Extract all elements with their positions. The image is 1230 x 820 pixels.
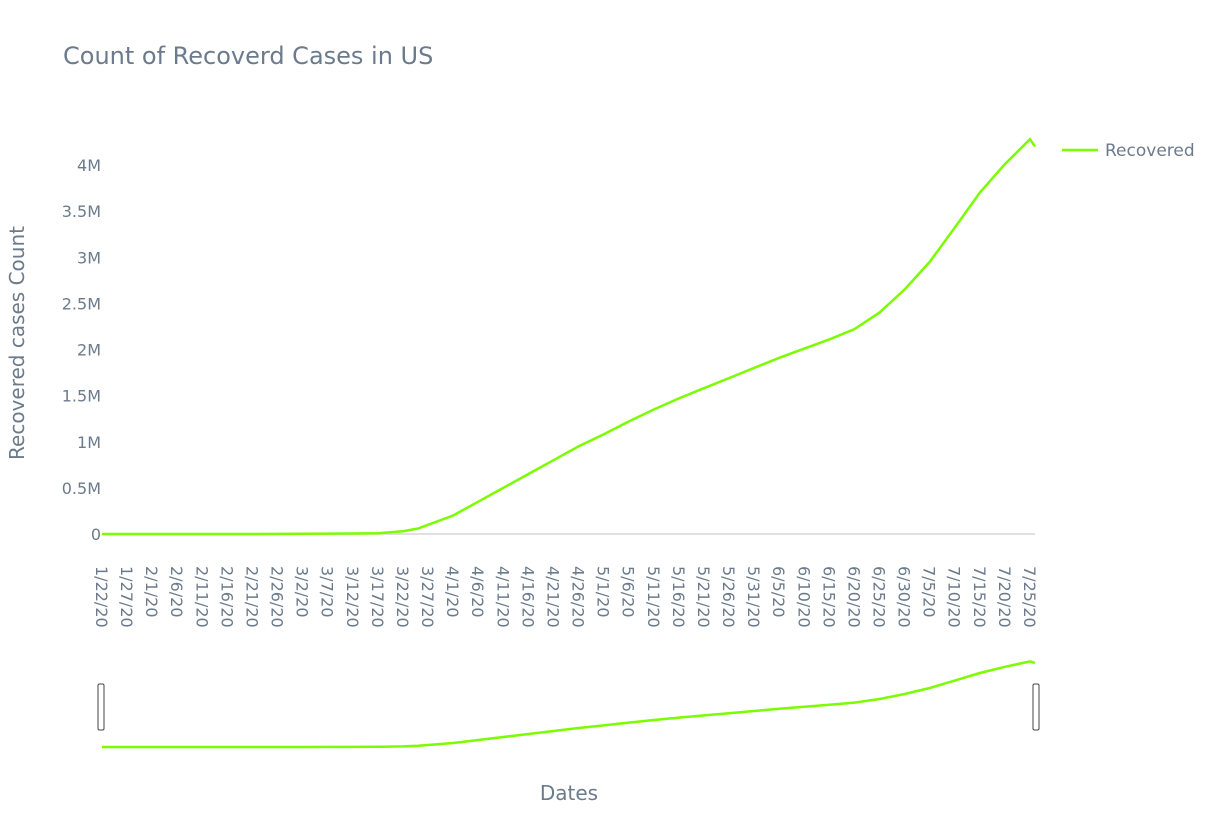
x-tick-label: 6/30/20 bbox=[895, 566, 914, 628]
x-tick-label: 5/11/20 bbox=[644, 566, 663, 628]
x-tick-label: 6/10/20 bbox=[794, 566, 813, 628]
x-tick-label: 5/26/20 bbox=[719, 566, 738, 628]
x-tick-label: 2/1/20 bbox=[142, 566, 161, 618]
chart-title: Count of Recoverd Cases in US bbox=[63, 42, 433, 70]
x-tick-label: 3/12/20 bbox=[343, 566, 362, 628]
x-tick-label: 4/21/20 bbox=[543, 566, 562, 628]
x-tick-label: 5/21/20 bbox=[694, 566, 713, 628]
y-axis: 0 0.5M 1M 1.5M 2M 2.5M 3M 3.5M 4M bbox=[62, 156, 101, 544]
y-tick-label: 2M bbox=[77, 341, 101, 360]
x-tick-label: 3/22/20 bbox=[393, 566, 412, 628]
x-tick-label: 1/22/20 bbox=[92, 566, 111, 628]
y-tick-label: 0.5M bbox=[62, 479, 101, 498]
y-tick-label: 1.5M bbox=[62, 387, 101, 406]
x-tick-label: 3/7/20 bbox=[318, 566, 337, 618]
x-tick-label: 3/27/20 bbox=[418, 566, 437, 628]
x-tick-label: 7/25/20 bbox=[1020, 566, 1039, 628]
x-tick-label: 6/20/20 bbox=[844, 566, 863, 628]
x-tick-label: 7/5/20 bbox=[920, 566, 939, 618]
x-tick-label: 6/5/20 bbox=[769, 566, 788, 618]
x-tick-label: 5/16/20 bbox=[669, 566, 688, 628]
x-tick-label: 2/11/20 bbox=[192, 566, 211, 628]
x-tick-label: 3/2/20 bbox=[293, 566, 312, 618]
range-slider[interactable] bbox=[97, 660, 1040, 749]
x-tick-label: 2/6/20 bbox=[167, 566, 186, 618]
y-tick-label: 3M bbox=[77, 248, 101, 267]
x-tick-label: 5/31/20 bbox=[744, 566, 763, 628]
range-slider-left-handle[interactable] bbox=[97, 683, 105, 731]
x-axis: 1/22/20 1/27/20 2/1/20 2/6/20 2/11/20 2/16/20… bbox=[92, 566, 1039, 628]
x-tick-label: 1/27/20 bbox=[117, 566, 136, 628]
x-tick-label: 2/21/20 bbox=[242, 566, 261, 628]
range-slider-right-handle[interactable] bbox=[1032, 683, 1040, 731]
y-axis-title: Recovered cases Count bbox=[5, 226, 29, 460]
x-tick-label: 4/26/20 bbox=[569, 566, 588, 628]
range-slider-line bbox=[102, 660, 1036, 749]
x-axis-title: Dates bbox=[540, 781, 598, 805]
x-tick-label: 5/6/20 bbox=[619, 566, 638, 618]
legend[interactable]: Recovered bbox=[1062, 141, 1195, 161]
x-tick-label: 2/16/20 bbox=[217, 566, 236, 628]
x-tick-label: 2/26/20 bbox=[268, 566, 287, 628]
y-tick-label: 0 bbox=[91, 525, 101, 544]
x-tick-label: 3/17/20 bbox=[368, 566, 387, 628]
y-tick-label: 4M bbox=[77, 156, 101, 175]
x-tick-label: 4/1/20 bbox=[443, 566, 462, 618]
x-tick-label: 7/20/20 bbox=[995, 566, 1014, 628]
x-tick-label: 6/25/20 bbox=[870, 566, 889, 628]
x-tick-label: 7/15/20 bbox=[970, 566, 989, 628]
y-tick-label: 3.5M bbox=[62, 202, 101, 221]
recovered-line bbox=[102, 137, 1037, 536]
x-tick-label: 5/1/20 bbox=[594, 566, 613, 618]
y-tick-label: 2.5M bbox=[62, 294, 101, 313]
x-tick-label: 4/16/20 bbox=[518, 566, 537, 628]
x-tick-label: 4/6/20 bbox=[468, 566, 487, 618]
y-tick-label: 1M bbox=[77, 433, 101, 452]
x-tick-label: 4/11/20 bbox=[493, 566, 512, 628]
x-tick-label: 7/10/20 bbox=[945, 566, 964, 628]
x-tick-label: 6/15/20 bbox=[819, 566, 838, 628]
legend-label-recovered[interactable]: Recovered bbox=[1105, 141, 1195, 161]
